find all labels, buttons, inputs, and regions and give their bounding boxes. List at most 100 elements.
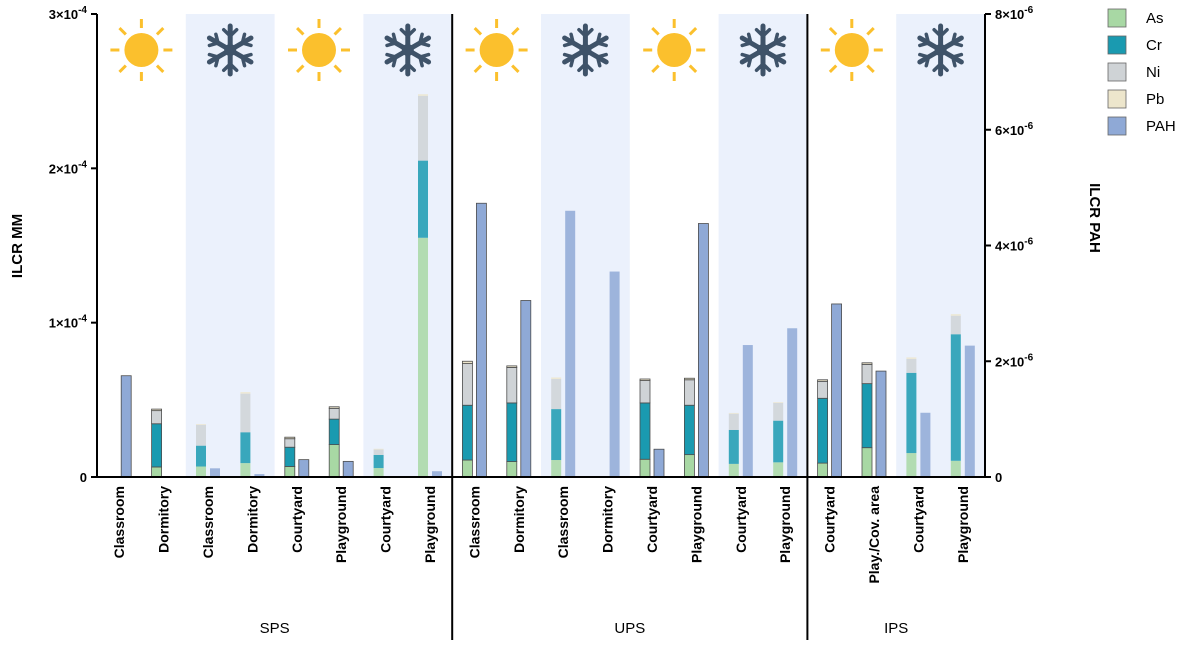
snowflake-branch: [761, 27, 772, 38]
legend-label-pah: PAH: [1146, 118, 1176, 135]
snowflake-center: [224, 44, 237, 56]
bar-pb: [950, 314, 961, 316]
bar-ni: [773, 402, 784, 421]
sun-icon: [288, 19, 350, 81]
tick-exponent: -4: [78, 314, 87, 325]
bar-cr: [773, 420, 784, 463]
bar-pah: [698, 223, 709, 478]
category-label: Courtyard: [289, 486, 305, 553]
snowflake-branch: [240, 55, 247, 68]
snowflake-icon: [384, 23, 432, 77]
left-tick-label: 0: [80, 470, 87, 485]
bar-cr: [728, 429, 739, 464]
snowflake-branch: [228, 27, 239, 38]
bar-pah: [565, 210, 576, 477]
bar-as: [151, 466, 163, 478]
bar-ni: [284, 438, 296, 448]
bar-ni: [950, 315, 961, 335]
bar-cr: [639, 402, 651, 460]
snowflake-branch: [595, 41, 608, 48]
snowflake-branch: [595, 55, 602, 68]
bar-ni: [639, 380, 651, 404]
sun-ray: [155, 64, 165, 73]
bar-as: [418, 237, 428, 477]
category-label: Playground: [777, 486, 793, 563]
category-label: Playground: [333, 486, 349, 563]
snowflake-branch: [773, 55, 780, 68]
bar-ni: [240, 393, 251, 433]
bar-pah: [653, 448, 665, 478]
bar-as: [196, 466, 206, 477]
bar-pb: [151, 408, 163, 412]
snowflake-branch: [207, 52, 220, 59]
sun-icon: [110, 19, 173, 81]
snowflake-branch: [932, 62, 943, 73]
bar-cr: [684, 404, 695, 456]
bar-ni: [373, 449, 384, 455]
category-label: Dormitory: [600, 486, 616, 553]
bar-cr: [906, 372, 917, 454]
bar-ni: [196, 424, 206, 446]
sun-icon: [643, 19, 706, 81]
sun-ray: [651, 64, 660, 73]
bar-pb: [906, 357, 917, 359]
snowflake-center: [401, 44, 414, 56]
snowflake-icon: [206, 23, 254, 77]
snowflake-center: [757, 44, 769, 56]
bar-pah: [787, 328, 798, 477]
category-label: Classroom: [200, 486, 216, 558]
right-tick-label: 8×10-6: [995, 5, 1034, 22]
tick-exponent: -6: [1024, 352, 1033, 363]
sun-disc: [834, 33, 869, 67]
bar-as: [773, 462, 784, 477]
bar-as: [461, 459, 473, 478]
bar-ni: [328, 407, 340, 420]
bar-pb: [418, 94, 428, 96]
sun-disc: [302, 33, 336, 67]
snowflake-center: [934, 44, 947, 56]
sun-disc: [657, 33, 692, 67]
bar-cr: [373, 454, 384, 469]
left-tick-label: 2×10-4: [49, 159, 88, 176]
snowflake-branch: [583, 27, 594, 38]
winter-band: [185, 14, 275, 477]
category-label: Play./Cov. area: [866, 486, 882, 584]
legend-swatch-ni: [1107, 62, 1127, 82]
right-tick-label: 6×10-6: [995, 121, 1034, 138]
left-tick-label: 3×10-4: [49, 5, 88, 22]
sun-ray: [473, 27, 483, 36]
snowflake-branch: [746, 32, 753, 45]
bar-cr: [240, 432, 251, 464]
legend-label-as: As: [1146, 10, 1164, 27]
category-label: Playground: [422, 486, 438, 563]
group-label: UPS: [614, 620, 645, 637]
sun-ray: [866, 27, 875, 36]
bar-pah: [210, 468, 220, 477]
snowflake-branch: [418, 55, 424, 68]
tick-exponent: -6: [1024, 5, 1033, 16]
sun-ray: [296, 64, 305, 73]
tick-exponent: -4: [78, 5, 87, 16]
bar-pb: [684, 377, 695, 381]
bar-pah: [742, 345, 753, 477]
snowflake-branch: [406, 27, 417, 38]
snowflake-branch: [740, 52, 753, 59]
snowflake-branch: [418, 41, 431, 48]
sun-ray: [296, 27, 305, 36]
category-label: Classroom: [555, 486, 571, 558]
bar-ni: [728, 413, 739, 430]
bar-as: [684, 454, 695, 478]
group-label: SPS: [260, 620, 290, 637]
sun-ray: [651, 27, 660, 36]
snowflake-branch: [754, 62, 765, 73]
bar-as: [817, 462, 828, 478]
snowflake-branch: [562, 52, 576, 59]
legend-swatch-as: [1107, 8, 1127, 28]
bar-as: [728, 463, 739, 477]
tick-exponent: -6: [1024, 121, 1033, 132]
legend-swatch-pah: [1107, 116, 1127, 136]
legend-label-ni: Ni: [1146, 64, 1160, 81]
category-label: Courtyard: [822, 486, 838, 553]
